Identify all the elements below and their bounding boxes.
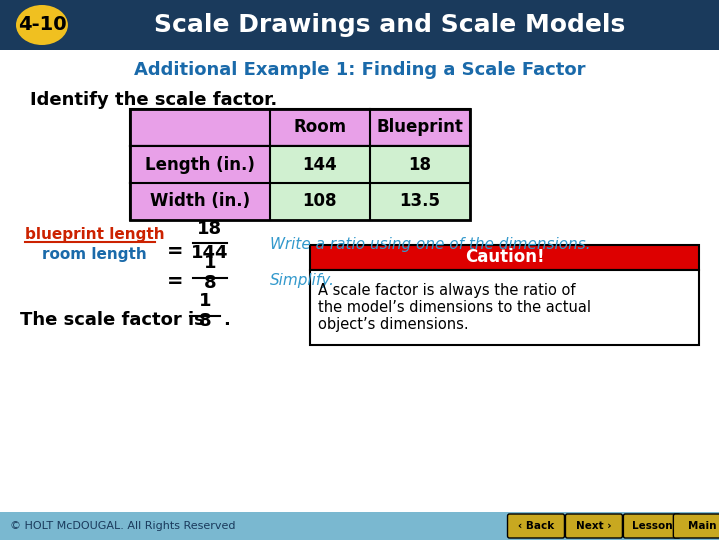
- Text: Length (in.): Length (in.): [145, 156, 255, 173]
- FancyBboxPatch shape: [130, 183, 469, 220]
- Text: © HOLT McDOUGAL. All Rights Reserved: © HOLT McDOUGAL. All Rights Reserved: [10, 521, 235, 531]
- Text: 1: 1: [199, 292, 211, 310]
- Text: Simplify.: Simplify.: [270, 273, 335, 287]
- Text: Additional Example 1: Finding a Scale Factor: Additional Example 1: Finding a Scale Fa…: [134, 61, 585, 79]
- Text: Caution!: Caution!: [464, 248, 544, 267]
- Text: .: .: [222, 311, 230, 329]
- Text: 8: 8: [204, 274, 216, 292]
- Text: 108: 108: [302, 192, 337, 211]
- Text: 144: 144: [302, 156, 337, 173]
- Text: Identify the scale factor.: Identify the scale factor.: [30, 91, 277, 109]
- Ellipse shape: [16, 5, 68, 45]
- Text: Next ›: Next ›: [576, 521, 612, 531]
- Text: 8: 8: [199, 312, 211, 330]
- Text: Main: Main: [688, 521, 716, 531]
- Text: Scale Drawings and Scale Models: Scale Drawings and Scale Models: [154, 13, 625, 37]
- Text: Room: Room: [293, 118, 346, 137]
- Text: 13.5: 13.5: [399, 192, 440, 211]
- FancyBboxPatch shape: [508, 514, 564, 538]
- FancyBboxPatch shape: [673, 514, 720, 538]
- Text: blueprint length: blueprint length: [25, 227, 165, 242]
- FancyBboxPatch shape: [565, 514, 622, 538]
- Text: Blueprint: Blueprint: [376, 118, 463, 137]
- Text: A scale factor is always the ratio of
the model’s dimensions to the actual
objec: A scale factor is always the ratio of th…: [318, 282, 590, 333]
- FancyBboxPatch shape: [0, 512, 719, 540]
- FancyBboxPatch shape: [624, 514, 680, 538]
- Text: 4-10: 4-10: [18, 16, 66, 35]
- FancyBboxPatch shape: [310, 245, 699, 270]
- FancyBboxPatch shape: [369, 183, 469, 220]
- Text: 1: 1: [204, 254, 216, 272]
- Text: Lesson: Lesson: [631, 521, 672, 531]
- Text: =: =: [166, 273, 183, 292]
- Text: room length: room length: [42, 247, 147, 262]
- Text: 144: 144: [191, 244, 228, 262]
- FancyBboxPatch shape: [0, 0, 719, 50]
- Text: =: =: [166, 242, 183, 261]
- FancyBboxPatch shape: [270, 183, 369, 220]
- FancyBboxPatch shape: [270, 146, 369, 183]
- Text: 18: 18: [197, 220, 222, 238]
- FancyBboxPatch shape: [310, 270, 699, 345]
- FancyBboxPatch shape: [130, 146, 270, 220]
- FancyBboxPatch shape: [130, 109, 469, 146]
- Text: Write a ratio using one of the dimensions.: Write a ratio using one of the dimension…: [270, 238, 590, 253]
- Text: 18: 18: [408, 156, 431, 173]
- FancyBboxPatch shape: [369, 146, 469, 183]
- Text: The scale factor is: The scale factor is: [20, 311, 204, 329]
- Text: Width (in.): Width (in.): [150, 192, 250, 211]
- Text: ‹ Back: ‹ Back: [518, 521, 554, 531]
- FancyBboxPatch shape: [130, 146, 469, 183]
